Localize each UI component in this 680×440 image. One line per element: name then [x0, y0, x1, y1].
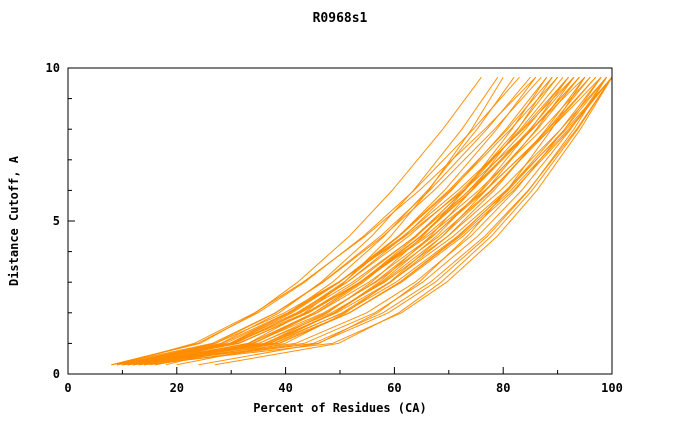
y-axis-label: Distance Cutoff, A	[7, 155, 21, 286]
x-axis-label: Percent of Residues (CA)	[253, 401, 426, 415]
model-curve	[138, 76, 597, 366]
model-curve	[154, 76, 613, 366]
model-curve	[127, 76, 607, 366]
model-curve	[133, 76, 586, 366]
model-curve	[116, 76, 586, 366]
model-curve	[111, 76, 531, 366]
model-curve	[122, 76, 515, 366]
y-tick-label: 5	[53, 214, 60, 228]
y-tick-label: 0	[53, 367, 60, 381]
model-curve	[122, 76, 608, 366]
x-tick-label: 80	[496, 381, 510, 395]
model-curve	[116, 76, 564, 366]
chart-title: R0968s1	[313, 11, 368, 26]
model-curve	[127, 76, 553, 366]
model-curve	[122, 76, 613, 366]
model-curve	[111, 76, 482, 366]
model-curve	[149, 76, 613, 366]
model-curve	[116, 76, 607, 366]
y-tick-label: 10	[46, 61, 60, 75]
model-curve	[214, 76, 613, 366]
model-curve	[116, 76, 499, 366]
model-curve	[144, 76, 558, 366]
model-curve	[122, 76, 597, 366]
x-tick-label: 20	[170, 381, 184, 395]
x-tick-label: 60	[387, 381, 401, 395]
model-curve	[127, 76, 602, 366]
x-tick-label: 0	[64, 381, 71, 395]
plot-area: 0 20 40 60 80 100 0 5 10	[46, 61, 623, 395]
model-curve	[127, 76, 542, 366]
model-curve	[116, 76, 537, 366]
model-curve	[133, 76, 504, 366]
x-tick-label: 40	[278, 381, 292, 395]
model-curve	[122, 76, 553, 366]
model-curve	[127, 76, 575, 366]
x-tick-label: 100	[601, 381, 623, 395]
model-curve	[144, 76, 613, 366]
model-curve	[122, 76, 580, 366]
model-curve	[127, 76, 591, 366]
model-curve	[116, 76, 602, 366]
model-curve	[116, 76, 548, 366]
model-curve	[138, 76, 608, 366]
